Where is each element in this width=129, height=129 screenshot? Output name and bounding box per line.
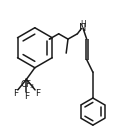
Text: F: F (24, 92, 29, 101)
Text: CF: CF (21, 80, 32, 89)
Text: F: F (13, 89, 18, 98)
Text: 3: 3 (29, 84, 33, 88)
Text: F: F (35, 89, 41, 98)
Text: H: H (80, 20, 86, 29)
Text: N: N (79, 23, 86, 33)
